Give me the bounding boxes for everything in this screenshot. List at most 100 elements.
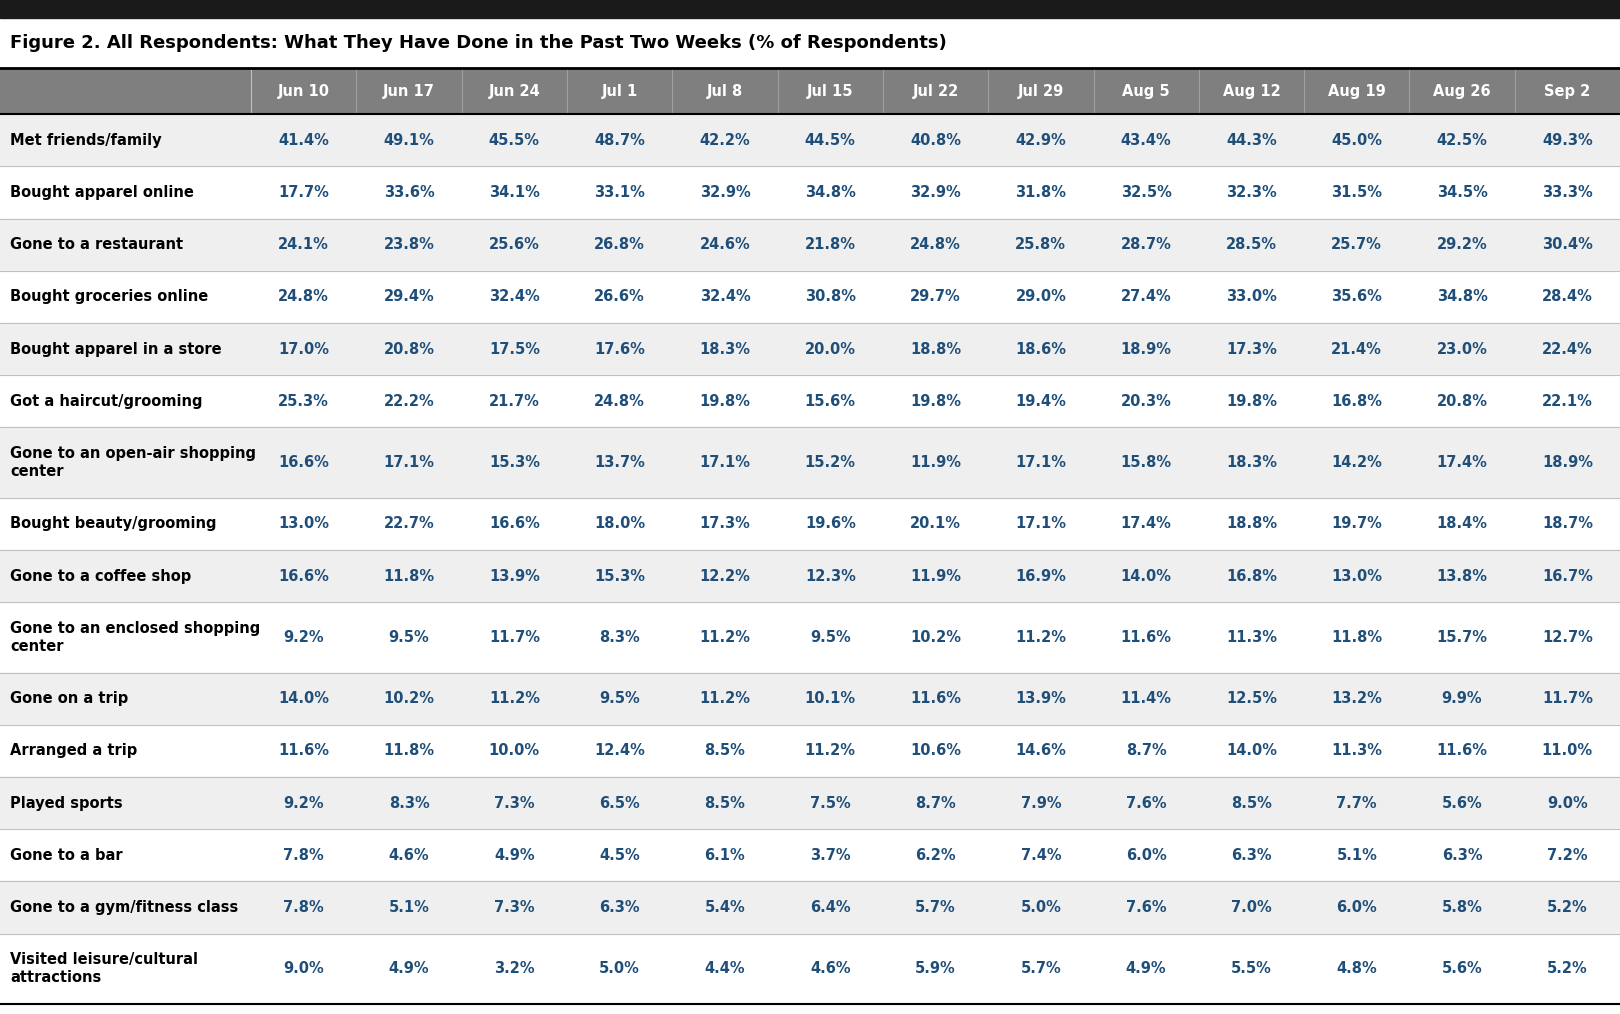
Text: 9.0%: 9.0%	[1547, 796, 1588, 810]
Text: 5.8%: 5.8%	[1442, 900, 1482, 915]
Text: 19.6%: 19.6%	[805, 516, 855, 531]
Text: 16.9%: 16.9%	[1016, 569, 1066, 584]
Text: 20.1%: 20.1%	[910, 516, 961, 531]
Text: Jul 22: Jul 22	[912, 83, 959, 98]
Text: 28.7%: 28.7%	[1121, 237, 1171, 252]
Text: 6.3%: 6.3%	[1442, 848, 1482, 863]
Text: 6.3%: 6.3%	[599, 900, 640, 915]
Text: 18.7%: 18.7%	[1542, 516, 1592, 531]
Text: 13.9%: 13.9%	[489, 569, 539, 584]
Text: 12.7%: 12.7%	[1542, 630, 1592, 645]
Text: Gone to an enclosed shopping
center: Gone to an enclosed shopping center	[10, 621, 261, 654]
Text: 24.1%: 24.1%	[279, 237, 329, 252]
Text: 15.7%: 15.7%	[1437, 630, 1487, 645]
Text: 6.5%: 6.5%	[599, 796, 640, 810]
Text: 34.8%: 34.8%	[1437, 289, 1487, 304]
Text: 8.5%: 8.5%	[1231, 796, 1272, 810]
Text: 32.9%: 32.9%	[700, 185, 750, 200]
Text: 21.4%: 21.4%	[1332, 342, 1382, 357]
Text: Got a haircut/grooming: Got a haircut/grooming	[10, 393, 202, 409]
Text: 5.1%: 5.1%	[1336, 848, 1377, 863]
Text: 13.0%: 13.0%	[279, 516, 329, 531]
Text: 11.8%: 11.8%	[1332, 630, 1382, 645]
Text: Sep 2: Sep 2	[1544, 83, 1591, 98]
Text: 24.8%: 24.8%	[595, 393, 645, 409]
Text: 10.2%: 10.2%	[384, 692, 434, 706]
Text: 49.3%: 49.3%	[1542, 133, 1592, 148]
Text: 25.7%: 25.7%	[1332, 237, 1382, 252]
Text: 42.9%: 42.9%	[1016, 133, 1066, 148]
Text: 25.8%: 25.8%	[1016, 237, 1066, 252]
Text: 8.7%: 8.7%	[915, 796, 956, 810]
Text: Jun 10: Jun 10	[277, 83, 330, 98]
Text: 5.1%: 5.1%	[389, 900, 429, 915]
Text: Jul 15: Jul 15	[807, 83, 854, 98]
Text: 12.3%: 12.3%	[805, 569, 855, 584]
Text: 17.1%: 17.1%	[384, 455, 434, 470]
Text: Met friends/family: Met friends/family	[10, 133, 162, 148]
Text: 17.4%: 17.4%	[1121, 516, 1171, 531]
Text: Gone to an open-air shopping
center: Gone to an open-air shopping center	[10, 446, 256, 479]
Text: 4.6%: 4.6%	[810, 961, 850, 976]
Text: 17.1%: 17.1%	[700, 455, 750, 470]
Text: 4.6%: 4.6%	[389, 848, 429, 863]
Text: Gone on a trip: Gone on a trip	[10, 692, 128, 706]
Text: 15.3%: 15.3%	[489, 455, 539, 470]
Text: 9.0%: 9.0%	[284, 961, 324, 976]
Text: 9.5%: 9.5%	[810, 630, 850, 645]
Text: 25.6%: 25.6%	[489, 237, 539, 252]
Text: 16.8%: 16.8%	[1226, 569, 1277, 584]
Text: 20.8%: 20.8%	[1437, 393, 1487, 409]
Text: Aug 5: Aug 5	[1123, 83, 1170, 98]
Bar	[0, 934, 1620, 1004]
Text: 4.9%: 4.9%	[494, 848, 535, 863]
Bar	[0, 829, 1620, 881]
Text: 17.5%: 17.5%	[489, 342, 539, 357]
Text: 13.9%: 13.9%	[1016, 692, 1066, 706]
Text: 11.6%: 11.6%	[279, 743, 329, 758]
Text: Aug 12: Aug 12	[1223, 83, 1280, 98]
Text: 18.4%: 18.4%	[1437, 516, 1487, 531]
Text: 8.7%: 8.7%	[1126, 743, 1166, 758]
Text: 20.3%: 20.3%	[1121, 393, 1171, 409]
Bar	[0, 219, 1620, 271]
Text: 22.1%: 22.1%	[1542, 393, 1592, 409]
Text: 11.9%: 11.9%	[910, 455, 961, 470]
Bar	[0, 68, 1620, 115]
Text: 7.5%: 7.5%	[810, 796, 850, 810]
Text: 6.1%: 6.1%	[705, 848, 745, 863]
Text: 11.6%: 11.6%	[1437, 743, 1487, 758]
Text: 24.6%: 24.6%	[700, 237, 750, 252]
Text: 7.6%: 7.6%	[1126, 900, 1166, 915]
Text: Bought apparel in a store: Bought apparel in a store	[10, 342, 222, 357]
Bar	[0, 550, 1620, 602]
Text: 3.7%: 3.7%	[810, 848, 850, 863]
Bar	[0, 0, 1620, 18]
Text: 19.4%: 19.4%	[1016, 393, 1066, 409]
Text: 21.8%: 21.8%	[805, 237, 855, 252]
Text: 23.0%: 23.0%	[1437, 342, 1487, 357]
Text: 40.8%: 40.8%	[910, 133, 961, 148]
Text: 6.0%: 6.0%	[1126, 848, 1166, 863]
Text: 35.6%: 35.6%	[1332, 289, 1382, 304]
Text: 15.8%: 15.8%	[1121, 455, 1171, 470]
Text: 11.9%: 11.9%	[910, 569, 961, 584]
Text: 5.2%: 5.2%	[1547, 900, 1588, 915]
Text: 17.1%: 17.1%	[1016, 516, 1066, 531]
Text: Figure 2. All Respondents: What They Have Done in the Past Two Weeks (% of Respo: Figure 2. All Respondents: What They Hav…	[10, 34, 946, 52]
Text: 6.4%: 6.4%	[810, 900, 850, 915]
Text: 12.2%: 12.2%	[700, 569, 750, 584]
Text: 9.9%: 9.9%	[1442, 692, 1482, 706]
Text: 18.3%: 18.3%	[700, 342, 750, 357]
Text: 13.7%: 13.7%	[595, 455, 645, 470]
Text: 31.5%: 31.5%	[1332, 185, 1382, 200]
Text: 11.6%: 11.6%	[1121, 630, 1171, 645]
Text: 10.0%: 10.0%	[489, 743, 539, 758]
Text: Visited leisure/cultural
attractions: Visited leisure/cultural attractions	[10, 952, 198, 986]
Text: 11.2%: 11.2%	[805, 743, 855, 758]
Text: 45.5%: 45.5%	[489, 133, 539, 148]
Text: 7.3%: 7.3%	[494, 796, 535, 810]
Text: 11.8%: 11.8%	[384, 743, 434, 758]
Text: Jul 8: Jul 8	[706, 83, 744, 98]
Text: 42.2%: 42.2%	[700, 133, 750, 148]
